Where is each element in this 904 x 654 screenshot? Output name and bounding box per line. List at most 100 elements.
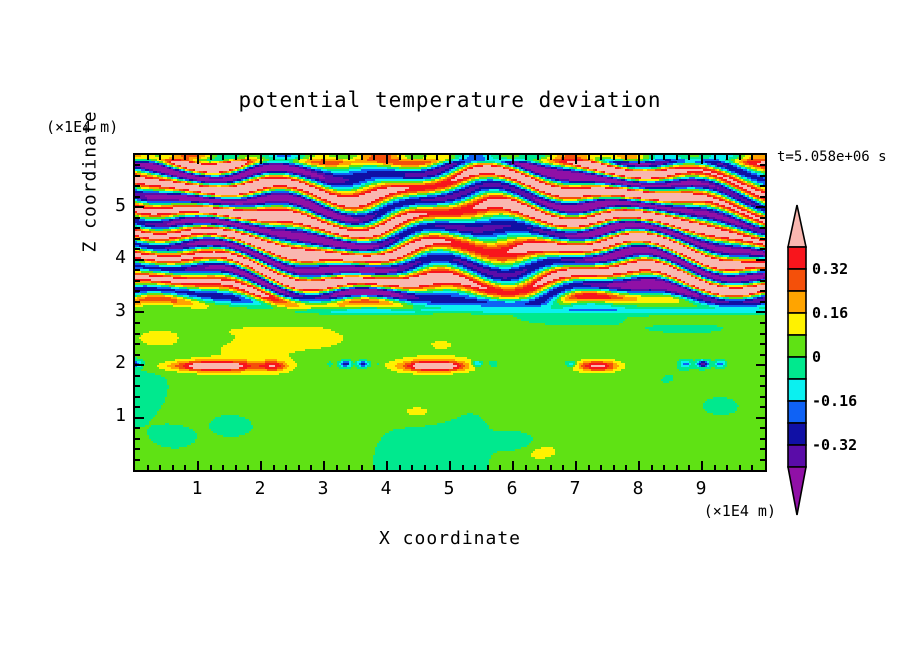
tick-mark [499,155,501,160]
tick-mark [361,155,363,160]
tick-mark [172,155,174,160]
tick-mark [247,155,249,160]
tick-mark [575,155,577,164]
tick-mark [462,155,464,160]
tick-mark [411,465,413,470]
tick-mark [222,155,224,160]
x-tick-label: 9 [695,478,707,499]
tick-mark [638,461,640,470]
tick-mark [135,459,140,461]
tick-mark [588,155,590,160]
tick-mark [135,175,140,177]
tick-mark [726,465,728,470]
tick-mark [474,155,476,160]
tick-mark [184,465,186,470]
tick-mark [760,238,765,240]
x-tick-label: 4 [380,478,392,499]
tick-mark [760,333,765,335]
tick-mark [688,465,690,470]
tick-mark [135,217,140,219]
tick-mark [210,155,212,160]
tick-mark [625,155,627,160]
x-tick-label: 6 [506,478,518,499]
tick-mark [285,465,287,470]
tick-mark [537,465,539,470]
tick-mark [613,465,615,470]
tick-mark [310,465,312,470]
tick-mark [760,322,765,324]
tick-mark [588,465,590,470]
tick-mark [449,155,451,164]
tick-mark [135,375,140,377]
tick-mark [135,301,140,303]
tick-mark [336,155,338,160]
tick-mark [135,438,140,440]
tick-mark [298,155,300,160]
tick-mark [726,155,728,160]
tick-mark [760,269,765,271]
colorbar-tick-label: 0 [812,348,822,366]
x-tick-label: 7 [569,478,581,499]
tick-mark [550,465,552,470]
tick-mark [235,155,237,160]
tick-mark [512,155,514,164]
tick-mark [373,465,375,470]
tick-mark [323,461,325,470]
tick-mark [210,465,212,470]
tick-mark [135,238,140,240]
tick-mark [688,155,690,160]
tick-mark [310,155,312,160]
tick-mark [760,227,765,229]
tick-mark [739,155,741,160]
y-tick-label: 5 [115,194,126,216]
tick-mark [701,155,703,164]
tick-mark [760,185,765,187]
tick-mark [273,155,275,160]
tick-mark [135,206,144,208]
tick-mark [562,155,564,160]
tick-mark [135,227,140,229]
tick-mark [550,155,552,160]
contour-field-canvas [135,155,765,470]
tick-mark [135,280,140,282]
x-tick-label: 2 [254,478,266,499]
tick-mark [222,465,224,470]
tick-mark [147,465,149,470]
tick-mark [760,375,765,377]
tick-mark [638,155,640,164]
tick-mark [760,459,765,461]
tick-mark [756,206,765,208]
tick-mark [247,465,249,470]
tick-mark [487,465,489,470]
tick-mark [298,465,300,470]
tick-mark [760,301,765,303]
tick-mark [499,465,501,470]
tick-mark [135,196,140,198]
tick-mark [760,217,765,219]
tick-mark [135,448,140,450]
tick-mark [348,465,350,470]
tick-mark [159,155,161,160]
tick-mark [676,155,678,160]
z-axis-unit-label: (×1E4 m) [46,118,119,136]
tick-mark [424,155,426,160]
tick-mark [336,465,338,470]
tick-mark [172,465,174,470]
tick-mark [436,465,438,470]
tick-mark [135,396,140,398]
tick-mark [760,343,765,345]
tick-mark [714,155,716,160]
colorbar-tick-label: 0.16 [812,304,849,322]
tick-mark [600,465,602,470]
tick-mark [600,155,602,160]
tick-mark [760,280,765,282]
tick-mark [436,155,438,160]
tick-mark [575,461,577,470]
tick-mark [386,155,388,164]
tick-mark [751,465,753,470]
tick-mark [651,465,653,470]
tick-mark [159,465,161,470]
tick-mark [135,343,140,345]
tick-mark [512,461,514,470]
